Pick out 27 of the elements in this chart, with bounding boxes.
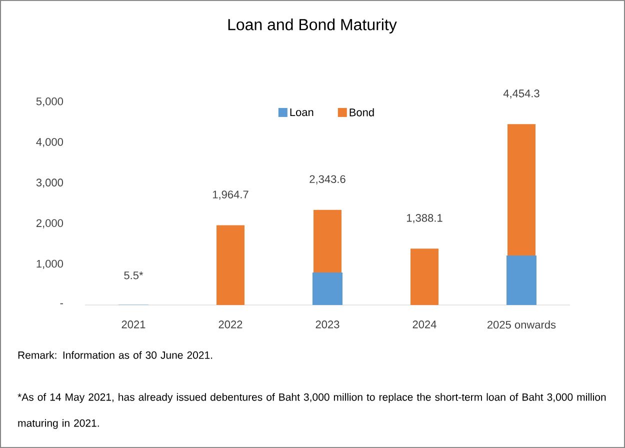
bar	[312, 272, 342, 305]
total-label: 2,343.6	[310, 175, 346, 184]
total-label: 1,388.1	[406, 214, 442, 224]
y-tick-label: -	[60, 303, 63, 304]
x-tick-label: 2021	[122, 320, 146, 328]
bar	[216, 225, 244, 305]
x-tick-label: 2022	[218, 320, 242, 328]
chart-title: Loan and Bond Maturity	[228, 18, 397, 34]
total-label: 4,454.3	[503, 90, 540, 99]
text: *As of 14 May 2021, has already issued debentures of Baht 3,000 million to replace the short-term loan of Baht 3,000 million maturing in 2021.	[18, 393, 606, 429]
y-tick-label: 5,000	[36, 97, 64, 107]
bar	[313, 210, 342, 273]
total-label: 5.5*	[124, 272, 144, 280]
x-tick-label: 2023	[316, 320, 340, 328]
bar	[410, 248, 438, 305]
y-tick-label: 4,000	[36, 138, 64, 148]
x-tick-label: 2025 onwards	[487, 320, 556, 329]
legend-label: Loan	[290, 108, 314, 116]
bar	[506, 255, 536, 305]
x-tick-label: 2024	[412, 320, 436, 328]
total-label: 1,964.7	[212, 190, 248, 200]
text: Remark: Information as of 30 June 2021.	[18, 351, 212, 359]
bar	[507, 124, 536, 256]
y-tick-label: 3,000	[36, 178, 64, 188]
y-tick-label: 2,000	[36, 219, 64, 228]
legend-label: Bond	[350, 108, 374, 116]
y-tick-label: 1,000	[36, 260, 64, 269]
